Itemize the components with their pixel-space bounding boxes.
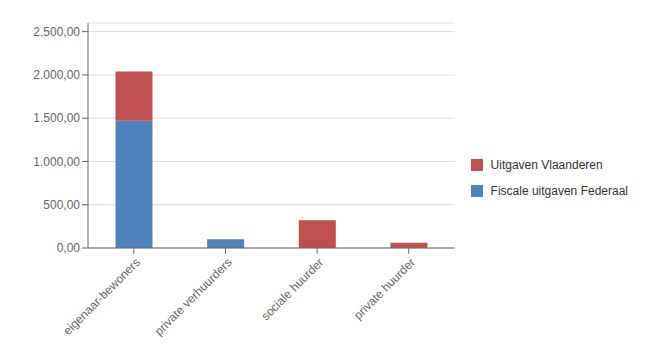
svg-text:2.000,00: 2.000,00 <box>33 68 80 82</box>
svg-text:private verhuurders: private verhuurders <box>152 255 235 338</box>
svg-text:sociale huurder: sociale huurder <box>258 255 326 323</box>
svg-text:0,00: 0,00 <box>57 241 81 255</box>
svg-text:1.500,00: 1.500,00 <box>33 111 80 125</box>
html-text:Uitgaven Vlaanderen: Uitgaven Vlaanderen <box>490 158 603 172</box>
svg-text:2.500,00: 2.500,00 <box>33 25 80 39</box>
svg-text:500,00: 500,00 <box>43 198 80 212</box>
html-text:Fiscale uitgaven Federaal: Fiscale uitgaven Federaal <box>490 184 628 198</box>
svg-text:1.000,00: 1.000,00 <box>33 155 80 169</box>
svg-text:eigenaar-bewoners: eigenaar-bewoners <box>60 255 143 338</box>
svg-text:private huurder: private huurder <box>351 255 418 322</box>
